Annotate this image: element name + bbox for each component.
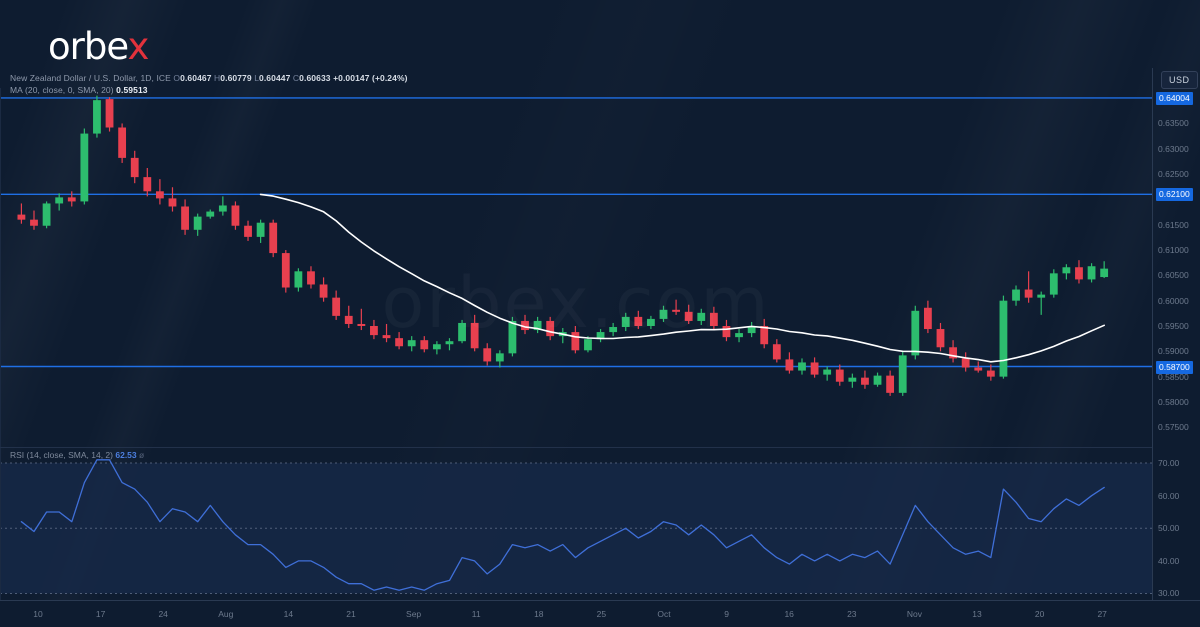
rsi-axis-tick: 70.00 — [1158, 458, 1180, 469]
time-axis[interactable]: 10 17 24 Aug 14 21 Sep 11 18 25 Oct 9 16 23 Nov 13 20 27 — [0, 600, 1200, 627]
time-axis-tick: 21 — [346, 609, 356, 619]
price-level-label[interactable]: 0.58700 — [1156, 360, 1193, 374]
price-axis-tick: 0.62500 — [1158, 169, 1189, 180]
chart-legend: New Zealand Dollar / U.S. Dollar, 1D, IC… — [10, 73, 408, 96]
price-axis-tick: 0.59500 — [1158, 321, 1189, 331]
price-axis-tick: 0.57500 — [1158, 422, 1189, 433]
rsi-axis-tick: 40.00 — [1158, 555, 1180, 566]
time-axis-tick: 25 — [596, 609, 607, 619]
open-value: 0.60467 — [180, 73, 212, 83]
high-value: 0.60779 — [220, 73, 252, 83]
pane-separator — [0, 447, 1152, 448]
time-axis-tick: 18 — [534, 609, 544, 619]
price-axis-tick: 0.63000 — [1158, 143, 1189, 154]
visibility-icon[interactable]: ø — [139, 450, 145, 460]
price-pane[interactable] — [0, 88, 1152, 445]
close-label: C — [292, 73, 300, 83]
rsi-pane[interactable] — [0, 450, 1152, 600]
symbol-label: New Zealand Dollar / U.S. Dollar, 1D, IC… — [10, 73, 171, 83]
time-axis-tick: 13 — [972, 609, 982, 619]
low-value: 0.60447 — [259, 73, 291, 83]
time-axis-tick: 20 — [1034, 609, 1045, 619]
time-axis-tick: 24 — [158, 609, 168, 619]
low-label: L — [254, 73, 260, 83]
time-axis-tick: Nov — [906, 609, 922, 619]
price-axis-tick: 0.60000 — [1158, 295, 1189, 306]
time-axis-tick: 27 — [1097, 609, 1107, 619]
price-axis-tick: 0.63500 — [1158, 118, 1189, 129]
header: orbex — [0, 0, 1200, 70]
price-axis-tick: 0.58000 — [1158, 396, 1189, 407]
price-axis-tick: 0.58500 — [1158, 371, 1189, 382]
logo-text: orbe — [48, 25, 128, 68]
chart-left-edge — [0, 88, 1, 600]
high-label: H — [214, 73, 221, 83]
time-axis-tick: 10 — [33, 609, 43, 619]
orbex-logo: orbex — [48, 25, 149, 68]
rsi-axis-tick: 30.00 — [1158, 588, 1180, 599]
rsi-legend[interactable]: RSI (14, close, SMA, 14, 2) 62.53 ø — [10, 450, 144, 460]
price-axis-tick: 0.60500 — [1158, 270, 1189, 281]
price-axis-tick: 0.61000 — [1158, 245, 1189, 256]
ma-value: 0.59513 — [116, 85, 148, 95]
close-value: 0.60633 — [299, 73, 331, 83]
rsi-label: RSI (14, close, SMA, 14, 2) — [10, 450, 113, 460]
logo-accent-letter: x — [127, 25, 149, 68]
time-axis-tick: 9 — [724, 609, 729, 619]
time-axis-tick: 14 — [283, 609, 294, 619]
time-axis-tick: Aug — [218, 609, 234, 619]
symbol-legend-row[interactable]: New Zealand Dollar / U.S. Dollar, 1D, IC… — [10, 73, 408, 84]
currency-badge[interactable]: USD — [1161, 71, 1198, 89]
time-axis-tick: Oct — [657, 609, 671, 619]
rsi-axis-tick: 60.00 — [1158, 490, 1180, 501]
price-axis-tick: 0.59000 — [1158, 346, 1189, 357]
price-level-label[interactable]: 0.62100 — [1156, 188, 1193, 202]
rsi-chart-svg — [0, 459, 1152, 594]
rsi-axis-tick: 50.00 — [1158, 523, 1180, 534]
rsi-value: 62.53 — [115, 450, 137, 460]
time-axis-tick: Sep — [406, 609, 422, 619]
price-level-label[interactable]: 0.64004 — [1156, 91, 1193, 105]
watermark: orbex.com — [0, 262, 1152, 344]
open-label: O — [173, 73, 181, 83]
price-axis-tick: 0.61500 — [1158, 219, 1189, 230]
ma-label: MA (20, close, 0, SMA, 20) — [10, 85, 114, 95]
time-axis-tick: 16 — [784, 609, 794, 619]
change-value: +0.00147 (+0.24%) — [333, 73, 408, 83]
time-axis-tick: 17 — [95, 609, 106, 619]
ma-legend-row[interactable]: MA (20, close, 0, SMA, 20) 0.59513 — [10, 85, 408, 96]
time-axis-tick: 23 — [847, 609, 857, 619]
price-axis[interactable]: USD 0.63500 0.63000 0.62500 0.61500 0.61000 0… — [1152, 68, 1200, 600]
price-chart-svg — [0, 95, 1152, 396]
time-axis-tick: 11 — [471, 609, 481, 619]
